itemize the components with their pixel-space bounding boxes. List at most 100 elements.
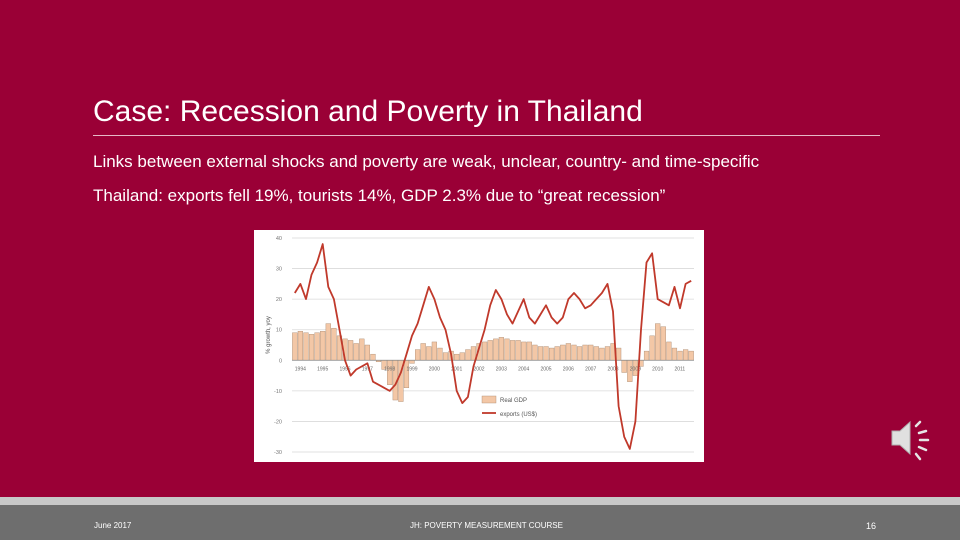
gdp-bar bbox=[666, 341, 672, 361]
gdp-bar bbox=[431, 341, 437, 361]
x-tick-label: 2006 bbox=[563, 366, 574, 372]
gdp-bar bbox=[571, 344, 577, 361]
gdp-bar bbox=[415, 349, 421, 361]
footer-date: June 2017 bbox=[94, 521, 132, 530]
y-tick-label: 10 bbox=[276, 328, 282, 334]
gdp-bar bbox=[359, 338, 365, 361]
gdp-bar bbox=[660, 326, 666, 361]
gdp-bar bbox=[688, 350, 694, 361]
footer-accent-strip bbox=[0, 497, 960, 505]
x-tick-label: 2002 bbox=[473, 366, 484, 372]
growth-chart: -30 -20 -10 0 10 20 30 40 % growth, yoy 1994 1995 1… bbox=[266, 236, 694, 456]
gdp-bar bbox=[593, 346, 599, 361]
gdp-bar bbox=[437, 347, 443, 361]
x-tick-label: 2005 bbox=[540, 366, 551, 372]
x-tick-label: 1997 bbox=[362, 366, 373, 372]
title-divider bbox=[93, 135, 880, 136]
gdp-bar bbox=[649, 335, 655, 361]
gdp-bar bbox=[509, 340, 516, 361]
gdp-bar bbox=[655, 323, 661, 361]
gdp-bar bbox=[292, 332, 298, 361]
gdp-bar bbox=[532, 344, 538, 361]
gdp-bar bbox=[504, 338, 510, 361]
gdp-bar bbox=[320, 331, 326, 361]
legend-gdp-label: Real GDP bbox=[500, 398, 527, 404]
gdp-bar bbox=[314, 332, 320, 361]
gdp-bar bbox=[599, 347, 605, 361]
gdp-bar bbox=[465, 349, 471, 361]
y-axis-label: % growth, yoy bbox=[266, 316, 272, 354]
x-tick-label: 1995 bbox=[317, 366, 328, 372]
legend-gdp-swatch bbox=[481, 395, 497, 404]
gdp-bar bbox=[348, 340, 354, 361]
gdp-bar bbox=[459, 352, 465, 361]
gdp-bar bbox=[683, 349, 689, 361]
x-tick-label: 2001 bbox=[451, 366, 462, 372]
chart-image: -30 -20 -10 0 10 20 30 40 % growth, yoy 1994 1995 1… bbox=[254, 230, 704, 462]
y-tick-label: -30 bbox=[274, 450, 282, 456]
x-tick-label: 1998 bbox=[384, 366, 395, 372]
gdp-bar bbox=[677, 350, 683, 361]
gdp-bar bbox=[616, 347, 622, 361]
gdp-bar bbox=[454, 353, 460, 361]
gdp-bar bbox=[487, 340, 493, 361]
gdp-bar bbox=[297, 331, 303, 361]
gdp-bar bbox=[671, 347, 678, 361]
slide-title: Case: Recession and Poverty in Thailand bbox=[93, 95, 643, 128]
x-tick-label: 2003 bbox=[496, 366, 507, 372]
x-tick-label: 2009 bbox=[630, 366, 641, 372]
gdp-bar bbox=[643, 350, 650, 361]
gdp-bar bbox=[604, 346, 611, 361]
exports-line bbox=[294, 243, 692, 450]
gdp-bar bbox=[420, 343, 426, 361]
gdp-bar bbox=[560, 344, 566, 361]
gdp-bar bbox=[498, 337, 504, 361]
gdp-bar bbox=[493, 338, 499, 361]
x-tick-label: 2011 bbox=[674, 366, 685, 372]
x-tick-label: 2007 bbox=[585, 366, 596, 372]
gdp-bar bbox=[325, 323, 331, 361]
gdp-bar bbox=[308, 334, 315, 361]
gdp-bar bbox=[364, 344, 370, 361]
legend-exports-label: exports (US$) bbox=[500, 412, 537, 418]
gdp-bar bbox=[370, 353, 376, 361]
gdp-bar bbox=[537, 346, 544, 361]
gdp-bar bbox=[582, 344, 588, 361]
x-tick-label: 1994 bbox=[295, 366, 306, 372]
gdp-bar bbox=[588, 344, 594, 361]
gdp-bar bbox=[565, 343, 571, 361]
gdp-bar bbox=[621, 360, 627, 373]
footer-course-title: JH: POVERTY MEASUREMENT COURSE bbox=[410, 521, 563, 530]
x-tick-label: 2010 bbox=[652, 366, 663, 372]
gdp-bar bbox=[442, 352, 449, 361]
gdp-bar bbox=[482, 341, 488, 361]
gdp-bar bbox=[353, 343, 359, 361]
gdp-bar bbox=[303, 332, 309, 361]
x-tick-label: 2004 bbox=[518, 366, 529, 372]
x-tick-label: 2000 bbox=[429, 366, 440, 372]
gdp-bar bbox=[403, 360, 410, 389]
page-number: 16 bbox=[866, 521, 877, 531]
bullet-text-2: Thailand: exports fell 19%, tourists 14%… bbox=[93, 186, 666, 205]
x-tick-label: 1999 bbox=[406, 366, 417, 372]
gdp-bar bbox=[409, 360, 415, 364]
gdp-bar bbox=[554, 346, 560, 361]
gdp-bar bbox=[576, 346, 583, 361]
gdp-bar bbox=[549, 347, 555, 361]
gdp-bar bbox=[387, 360, 393, 385]
gdp-bar bbox=[543, 346, 549, 361]
y-tick-label: -10 bbox=[274, 389, 282, 395]
gdp-bar bbox=[521, 341, 527, 361]
gdp-bar bbox=[426, 346, 432, 361]
x-tick-label: 1996 bbox=[339, 366, 350, 372]
speaker-icon[interactable] bbox=[886, 412, 938, 464]
x-tick-label: 2008 bbox=[607, 366, 618, 372]
y-tick-label: 0 bbox=[279, 358, 282, 364]
gdp-bar bbox=[526, 341, 532, 361]
y-tick-label: 30 bbox=[276, 267, 282, 273]
bullet-text-1: Links between external shocks and povert… bbox=[93, 152, 760, 171]
y-tick-label: -20 bbox=[274, 419, 282, 425]
gdp-bar bbox=[331, 327, 337, 361]
y-tick-label: 40 bbox=[276, 236, 282, 242]
y-tick-label: 20 bbox=[276, 297, 282, 303]
